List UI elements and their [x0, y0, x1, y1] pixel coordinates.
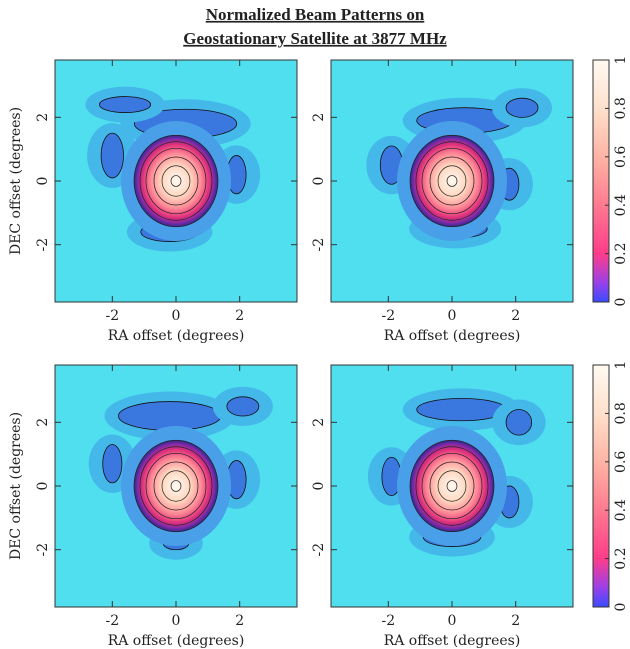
- contour-line: [421, 452, 483, 520]
- x-axis-label: RA offset (degrees): [108, 328, 245, 344]
- x-tick-label: 2: [235, 308, 244, 324]
- panel: [331, 60, 573, 302]
- contour-line: [437, 470, 467, 502]
- contour-line: [139, 141, 213, 221]
- y-tick-label: 0: [311, 177, 327, 186]
- colorbar-tick-label: 0: [613, 298, 629, 307]
- contour-line: [415, 446, 489, 526]
- colorbar-tick-label: 0.4: [613, 194, 629, 216]
- colorbar-tick-label: 0.2: [613, 547, 629, 569]
- x-tick-label: -2: [381, 308, 395, 324]
- contour-line: [145, 452, 207, 520]
- colorbar-tick-label: 0.8: [613, 97, 629, 119]
- y-tick-label: 2: [311, 418, 327, 427]
- x-tick-label: 0: [172, 613, 181, 629]
- y-tick-label: -2: [311, 543, 327, 557]
- contour-line: [161, 470, 191, 502]
- y-axis-label: DEC offset (degrees): [8, 107, 24, 255]
- x-axis-label: RA offset (degrees): [108, 633, 245, 649]
- colorbar-tick-label: 1: [613, 361, 629, 370]
- sidelobe: [102, 444, 123, 484]
- x-axis-label: RA offset (degrees): [384, 633, 521, 649]
- y-tick-label: 0: [35, 482, 51, 491]
- contour-line: [421, 147, 483, 215]
- y-tick-label: 2: [35, 113, 51, 122]
- y-axis-label: DEC offset (degrees): [8, 412, 24, 560]
- x-tick-label: 0: [448, 613, 457, 629]
- contour-line: [161, 165, 191, 197]
- y-tick-label: 0: [311, 482, 327, 491]
- contour-line: [409, 439, 495, 533]
- colorbar-tick-label: 0.6: [613, 451, 629, 473]
- y-tick-label: -2: [35, 543, 51, 557]
- contour-line: [446, 480, 458, 492]
- y-tick-label: 0: [35, 177, 51, 186]
- colorbar-tick-label: 1: [613, 56, 629, 65]
- x-axis-label: RA offset (degrees): [384, 328, 521, 344]
- contour-line: [429, 156, 475, 206]
- contour-line: [429, 461, 475, 511]
- colorbar-tick-label: 0.8: [613, 402, 629, 424]
- contour-line: [153, 156, 199, 206]
- contour-line: [437, 165, 467, 197]
- sidelobe: [118, 401, 222, 431]
- x-tick-label: 2: [511, 613, 520, 629]
- panel: [55, 365, 297, 607]
- colorbar-tick-label: 0.2: [613, 242, 629, 264]
- sidelobe: [100, 132, 124, 179]
- y-tick-label: 2: [311, 113, 327, 122]
- colorbar-tick-label: 0.4: [613, 499, 629, 521]
- colorbar-tick-label: 0: [613, 603, 629, 612]
- sidelobe: [505, 97, 539, 118]
- contour-line: [170, 175, 182, 187]
- contour-line: [145, 147, 207, 215]
- contour-line: [133, 439, 219, 533]
- x-tick-label: 2: [235, 613, 244, 629]
- y-tick-label: -2: [35, 238, 51, 252]
- sidelobe: [99, 96, 152, 113]
- title-line: Geostationary Satellite at 3877 MHz: [183, 29, 447, 48]
- contour-line: [133, 134, 219, 228]
- contour-line: [153, 461, 199, 511]
- y-tick-label: 2: [35, 418, 51, 427]
- y-tick-label: -2: [311, 238, 327, 252]
- x-tick-label: -2: [105, 613, 119, 629]
- x-tick-label: 0: [172, 308, 181, 324]
- contour-line: [446, 175, 458, 187]
- panel: [55, 60, 297, 302]
- x-tick-label: 2: [511, 308, 520, 324]
- colorbar: [592, 364, 610, 608]
- panel: [331, 365, 573, 607]
- title-line: Normalized Beam Patterns on: [206, 5, 425, 24]
- sidelobe: [505, 409, 533, 436]
- x-tick-label: -2: [105, 308, 119, 324]
- contour-line: [415, 141, 489, 221]
- contour-line: [170, 480, 182, 492]
- contour-line: [139, 446, 213, 526]
- contour-line: [409, 134, 495, 228]
- colorbar-tick-label: 0.6: [613, 146, 629, 168]
- sidelobe: [226, 396, 260, 417]
- x-tick-label: -2: [381, 613, 395, 629]
- x-tick-label: 0: [448, 308, 457, 324]
- colorbar: [592, 59, 610, 303]
